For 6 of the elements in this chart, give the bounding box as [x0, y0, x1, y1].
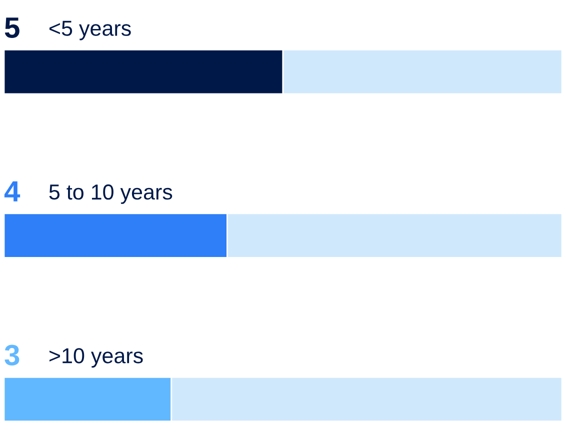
y-tick-label: 5 to 10 years: [49, 184, 172, 204]
data-label: 5: [4, 18, 20, 38]
data-label: 3: [4, 344, 20, 366]
y-tick-label: >10 years: [50, 348, 143, 368]
y-tick-label: <5 years: [50, 20, 131, 40]
data-label: 4: [4, 181, 20, 202]
